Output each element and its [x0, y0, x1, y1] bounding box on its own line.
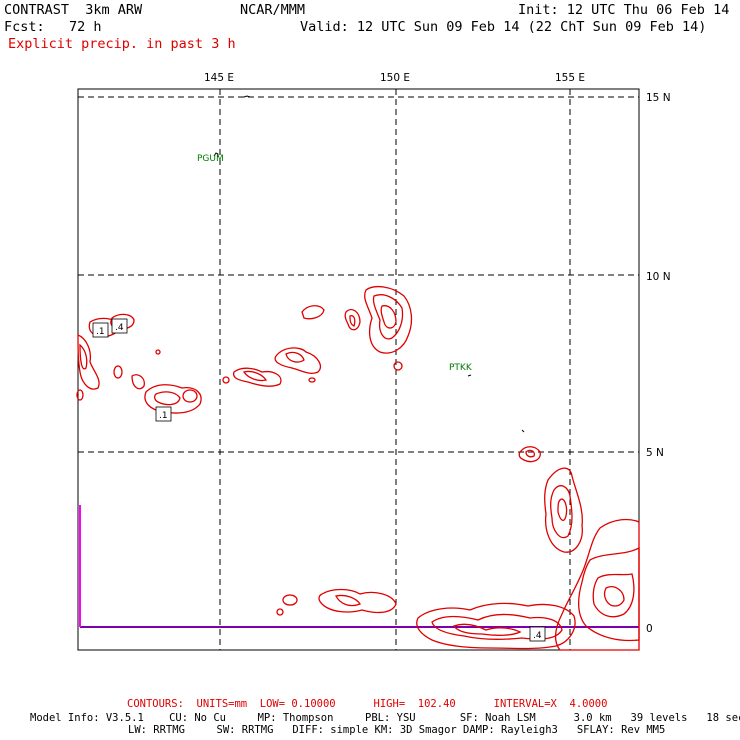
lat-label-0: 0 — [646, 623, 653, 635]
contour-cluster-west-edge — [76, 334, 100, 401]
graticule — [78, 89, 639, 650]
lat-label-10n: 10 N — [646, 271, 671, 283]
contour-label: .4 — [529, 626, 546, 642]
island-guam-coast — [213, 152, 219, 157]
init-time: Init: 12 UTC Thu 06 Feb 14 — [518, 2, 730, 18]
plot-title: CONTRAST 3km ARW — [4, 2, 143, 18]
svg-text:.4: .4 — [533, 631, 542, 641]
contour-info: CONTOURS: UNITS=mm LOW= 0.10000 HIGH= 10… — [127, 698, 608, 710]
model-info-line2: LW: RRTMG SW: RRTMG DIFF: simple KM: 3D … — [128, 724, 666, 736]
island-chuuk-coast — [467, 374, 472, 377]
svg-text:.1: .1 — [96, 327, 105, 337]
svg-text:.1: .1 — [159, 411, 168, 421]
island-coast — [243, 95, 251, 98]
island-coast — [521, 429, 525, 433]
contour-label: .1 — [155, 406, 172, 422]
forecast-hour: Fcst: 72 h — [4, 19, 102, 35]
center-name: NCAR/MMM — [240, 2, 306, 18]
field-title: Explicit precip. in past 3 h — [8, 36, 236, 52]
contour-cluster-southeast — [544, 467, 640, 651]
station-label-ptkk: PTKK — [449, 363, 473, 373]
lon-label-150: 150 E — [380, 72, 410, 84]
contour-cluster-equator — [276, 588, 576, 650]
model-info-line1: Model Info: V3.5.1 CU: No Cu MP: Thompso… — [30, 712, 740, 724]
contour-cluster-chuuk-north — [301, 285, 413, 371]
lon-label-145: 145 E — [204, 72, 234, 84]
contour-cluster-west — [88, 313, 202, 414]
contour-label: .1 — [92, 322, 109, 338]
valid-time: Valid: 12 UTC Sun 09 Feb 14 (22 ChT Sun … — [300, 19, 707, 35]
lat-label-15n: 15 N — [646, 92, 671, 104]
map-frame — [77, 88, 640, 651]
contour-label: .4 — [111, 318, 128, 334]
contour-cluster-5n — [518, 446, 541, 463]
contour-labels: .1 .4 .1 .4 — [92, 318, 546, 642]
station-label-pgum: PGUM — [197, 154, 224, 164]
lon-label-155: 155 E — [555, 72, 585, 84]
contour-cluster-central — [222, 347, 321, 387]
svg-text:.4: .4 — [115, 323, 124, 333]
precip-contours — [76, 285, 640, 651]
lat-label-5n: 5 N — [646, 447, 664, 459]
coastlines — [213, 95, 525, 433]
